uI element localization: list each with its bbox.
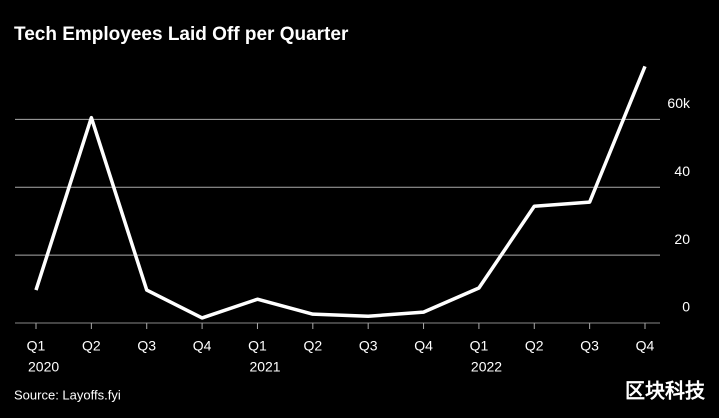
chart-title: Tech Employees Laid Off per Quarter bbox=[14, 24, 349, 45]
x-tick-label: Q1 bbox=[27, 338, 46, 354]
x-year-label: 2020 bbox=[28, 359, 59, 375]
y-tick-label: 60k bbox=[667, 95, 691, 111]
x-tick-label: Q3 bbox=[580, 338, 599, 354]
source: Source: Layoffs.fyi bbox=[14, 387, 121, 402]
x-tick-label: Q3 bbox=[137, 338, 156, 354]
x-year-label: 2022 bbox=[471, 359, 502, 375]
x-tick-label: Q1 bbox=[470, 338, 489, 354]
line bbox=[34, 65, 647, 320]
x-tick-label: Q1 bbox=[248, 338, 267, 354]
y-tick-label: 0 bbox=[682, 299, 690, 315]
x-tick-label: Q4 bbox=[414, 338, 433, 354]
x-tick-label: Q3 bbox=[359, 338, 378, 354]
x-tick-label: Q4 bbox=[636, 338, 655, 354]
x-year-label: 2021 bbox=[249, 359, 280, 375]
x-tick-label: Q2 bbox=[303, 338, 322, 354]
y-tick-label: 20 bbox=[674, 231, 690, 247]
watermark: 区块科技 bbox=[625, 378, 706, 402]
x-tick-label: Q4 bbox=[193, 338, 212, 354]
x-tick-label: Q2 bbox=[525, 338, 544, 354]
y-tick-label: 40 bbox=[674, 163, 690, 179]
x-tick-label: Q2 bbox=[82, 338, 101, 354]
